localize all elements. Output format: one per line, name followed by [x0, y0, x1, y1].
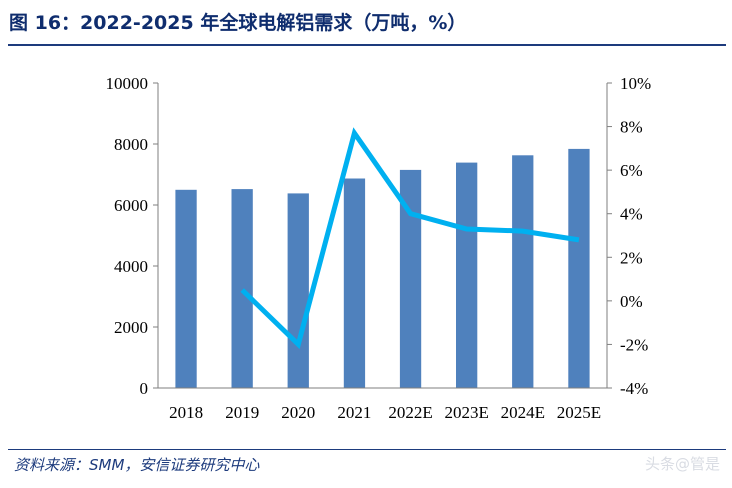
chart: 0 2000 4000 6000 8000 10000 -4% -2% 0% 2% 4% 6% 8% 1…	[106, 74, 652, 422]
x-tick-label-2019: 2019	[225, 403, 259, 422]
bar-2018	[175, 189, 197, 389]
y-right-tick-label: -4%	[620, 379, 648, 398]
bar-2024E	[512, 155, 534, 388]
y-right-tick-label: -2%	[620, 335, 648, 354]
bar-2021	[343, 178, 366, 388]
y-right-tick-label: 6%	[620, 161, 643, 180]
y-left-tick-label: 0	[140, 379, 149, 398]
bar-2022E	[399, 169, 422, 388]
bar-2020	[287, 193, 309, 388]
y-axis-right-ticks: -4% -2% 0% 2% 4% 6% 8% 10%	[607, 74, 651, 398]
footer-divider	[8, 449, 726, 450]
growth-rate-line	[240, 127, 580, 350]
x-tick-label-2020: 2020	[281, 403, 315, 422]
watermark: 头条@管是	[644, 455, 720, 473]
bar-series	[175, 148, 590, 389]
y-right-tick-label: 0%	[620, 292, 643, 311]
y-left-tick-label: 4000	[114, 257, 148, 276]
x-tick-label-2024E: 2024E	[501, 403, 545, 422]
y-left-tick-label: 6000	[114, 196, 148, 215]
title-divider	[8, 44, 726, 46]
x-tick-label-2022E: 2022E	[388, 403, 432, 422]
x-tick-label-2023E: 2023E	[445, 403, 489, 422]
bar-2019	[231, 189, 253, 388]
x-tick-label-2018: 2018	[169, 403, 203, 422]
source-note: 资料来源：SMM，安信证券研究中心	[14, 456, 260, 474]
y-left-tick-label: 8000	[114, 135, 148, 154]
y-left-tick-label: 10000	[106, 74, 149, 93]
x-tick-label-2025E: 2025E	[557, 403, 601, 422]
x-tick-label-2021: 2021	[337, 403, 371, 422]
bar-2023E	[456, 162, 478, 388]
chart-title: 图 16：2022-2025 年全球电解铝需求（万吨，%）	[9, 12, 467, 34]
bar-2025E	[568, 148, 590, 388]
x-axis-labels: 2018 2019 2020 2021 2022E 2023E 2024E 2025E	[169, 403, 601, 422]
y-axis-left-ticks: 0 2000 4000 6000 8000 10000	[106, 74, 158, 398]
y-right-tick-label: 4%	[620, 205, 643, 224]
y-right-tick-label: 8%	[620, 118, 643, 137]
y-left-tick-label: 2000	[114, 318, 148, 337]
y-right-tick-label: 2%	[620, 248, 643, 267]
y-right-tick-label: 10%	[620, 74, 651, 93]
